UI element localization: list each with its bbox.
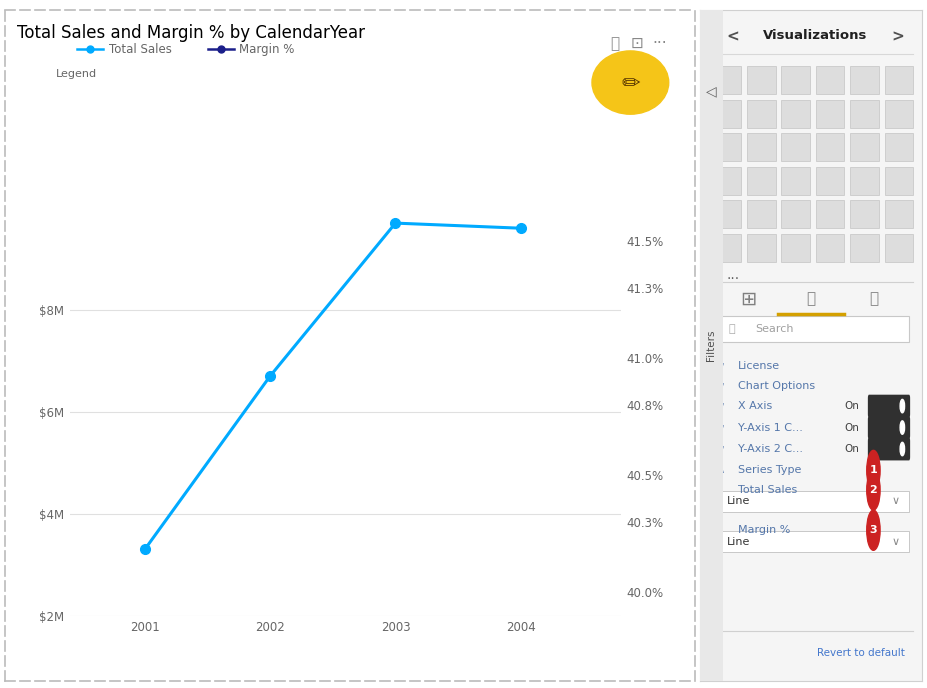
Bar	[850, 166, 879, 195]
Bar	[712, 133, 741, 161]
Bar	[713, 491, 909, 512]
Text: 🔍: 🔍	[869, 291, 878, 306]
Bar	[816, 166, 844, 195]
Text: On: On	[844, 422, 859, 433]
Text: ∨: ∨	[892, 496, 900, 506]
Text: Revert to default: Revert to default	[817, 648, 905, 658]
Text: ∨: ∨	[717, 401, 725, 411]
Text: Line: Line	[727, 496, 750, 506]
Bar	[816, 200, 844, 228]
Bar	[746, 200, 776, 228]
Bar	[746, 100, 776, 128]
Bar	[816, 66, 844, 94]
Bar	[816, 234, 844, 262]
Bar	[850, 200, 879, 228]
Text: X Axis: X Axis	[738, 401, 772, 411]
Text: Search: Search	[756, 324, 794, 334]
Text: Margin %: Margin %	[738, 525, 790, 535]
Bar	[850, 100, 879, 128]
Bar	[781, 133, 810, 161]
Bar	[781, 100, 810, 128]
Text: 🔍: 🔍	[729, 324, 735, 334]
Text: License: License	[738, 361, 780, 371]
Text: ◁: ◁	[706, 84, 717, 98]
Text: Legend: Legend	[56, 69, 96, 79]
Text: ✏: ✏	[621, 74, 640, 94]
Bar	[781, 166, 810, 195]
Text: Total Sales and Margin % by CalendarYear: Total Sales and Margin % by CalendarYear	[17, 24, 364, 42]
Circle shape	[867, 451, 880, 491]
Text: <: <	[727, 29, 740, 44]
Legend: Total Sales, Margin %: Total Sales, Margin %	[72, 39, 299, 61]
Bar	[712, 234, 741, 262]
Text: Total Sales: Total Sales	[738, 485, 797, 495]
FancyBboxPatch shape	[868, 416, 910, 439]
Text: 🖌: 🖌	[806, 291, 816, 306]
Text: ⛉: ⛉	[610, 36, 619, 51]
Bar	[746, 234, 776, 262]
Bar	[712, 166, 741, 195]
Bar	[850, 234, 879, 262]
FancyBboxPatch shape	[868, 438, 910, 460]
Text: Filters: Filters	[706, 330, 717, 361]
Text: Series Type: Series Type	[738, 466, 801, 475]
Text: Y-Axis 1 C...: Y-Axis 1 C...	[738, 422, 803, 433]
Bar	[746, 166, 776, 195]
Bar	[850, 133, 879, 161]
Bar	[884, 133, 913, 161]
Bar	[816, 100, 844, 128]
Text: 2: 2	[870, 485, 877, 495]
Bar	[712, 200, 741, 228]
Text: 1: 1	[870, 466, 877, 475]
Text: 📊: 📊	[640, 58, 649, 72]
Text: ∨: ∨	[717, 381, 725, 391]
Bar	[816, 133, 844, 161]
Bar	[884, 166, 913, 195]
Text: Line: Line	[727, 537, 750, 546]
Text: ∨: ∨	[717, 361, 725, 371]
Bar	[712, 100, 741, 128]
Bar	[713, 316, 909, 342]
Circle shape	[900, 399, 905, 413]
Text: ∨: ∨	[717, 444, 725, 454]
Bar	[713, 531, 909, 552]
Text: Visualizations: Visualizations	[764, 29, 868, 42]
Text: ···: ···	[653, 36, 667, 51]
Circle shape	[900, 421, 905, 434]
Text: Y-Axis 2 C...: Y-Axis 2 C...	[738, 444, 803, 454]
Bar	[884, 234, 913, 262]
Text: ∧: ∧	[717, 466, 725, 475]
Text: 3: 3	[870, 525, 877, 535]
Bar	[781, 66, 810, 94]
Bar	[884, 100, 913, 128]
Bar	[884, 66, 913, 94]
Bar	[746, 133, 776, 161]
Circle shape	[867, 510, 880, 550]
Text: ···: ···	[727, 272, 740, 286]
Text: ⊡: ⊡	[630, 36, 643, 51]
Text: >: >	[892, 29, 905, 44]
Text: On: On	[844, 401, 859, 411]
Text: ∨: ∨	[717, 422, 725, 433]
Text: On: On	[844, 444, 859, 454]
Bar	[781, 200, 810, 228]
Text: ⊞: ⊞	[741, 289, 757, 308]
Text: ∨: ∨	[892, 537, 900, 546]
Bar	[781, 234, 810, 262]
Circle shape	[900, 442, 905, 455]
Text: Chart Options: Chart Options	[738, 381, 815, 391]
Bar	[884, 200, 913, 228]
FancyBboxPatch shape	[868, 395, 910, 418]
Bar	[850, 66, 879, 94]
Circle shape	[592, 51, 668, 114]
Text: ▦: ▦	[605, 56, 624, 74]
Bar	[712, 66, 741, 94]
Circle shape	[867, 470, 880, 510]
Bar	[746, 66, 776, 94]
